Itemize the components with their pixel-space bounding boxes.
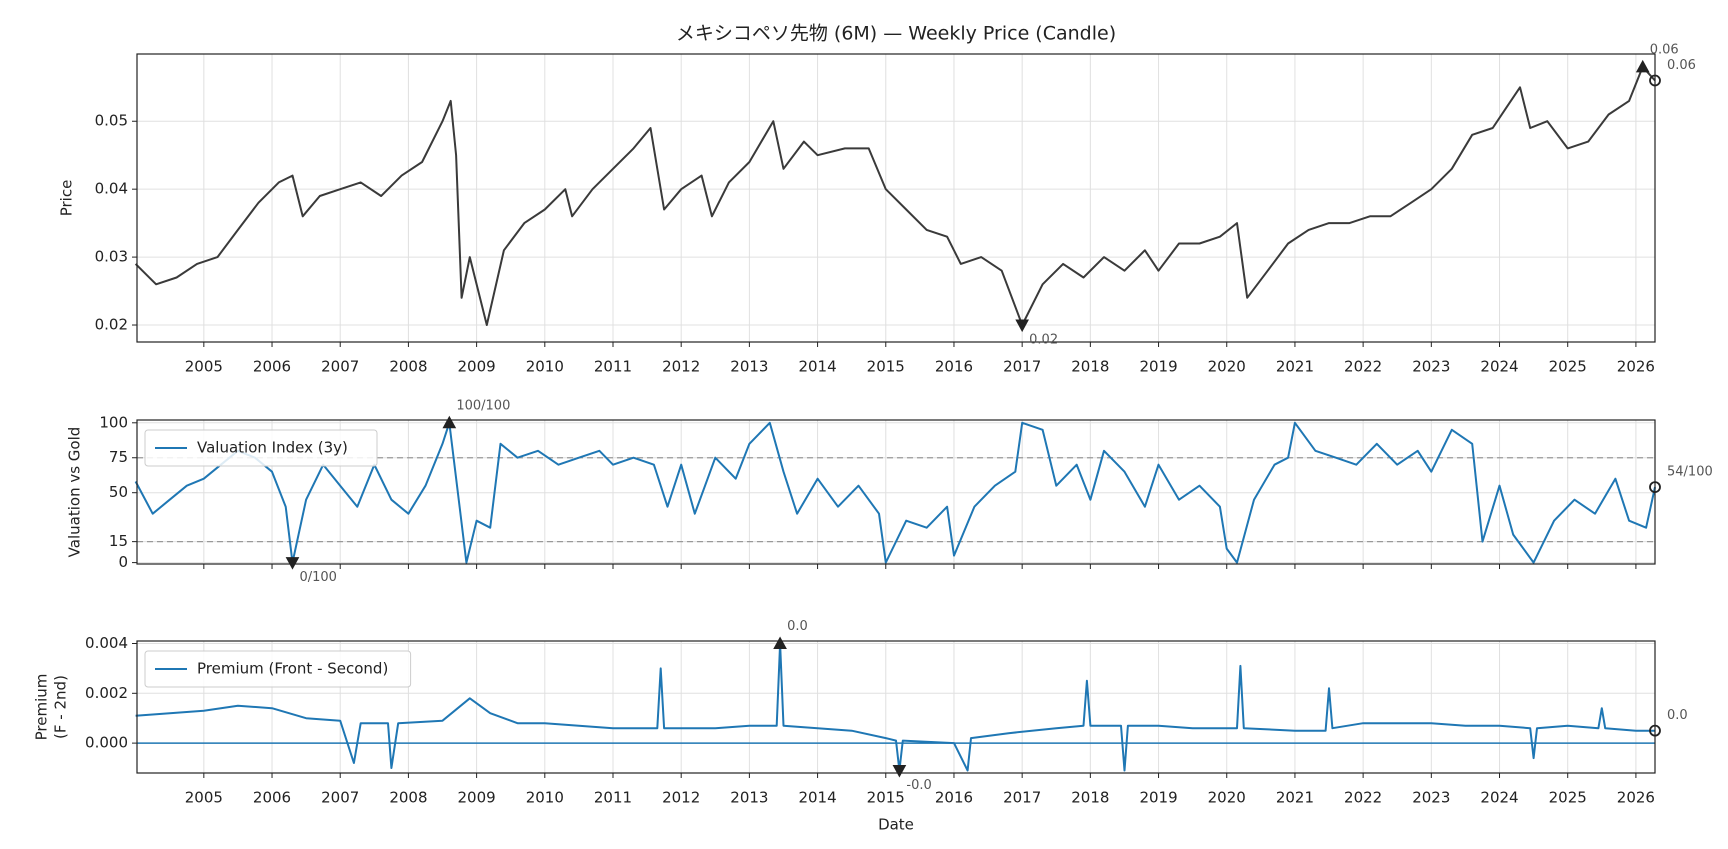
marker: [1649, 74, 1661, 87]
x-tick-label: 2019: [1139, 358, 1177, 376]
series-line: [135, 642, 1655, 772]
y-tick-label: 15: [109, 532, 128, 550]
x-tick-label: 2015: [867, 789, 905, 807]
x-tick-label: 2013: [730, 789, 768, 807]
x-tick-label: 2005: [185, 789, 223, 807]
marker: [1015, 319, 1030, 333]
x-tick-label: 2009: [458, 789, 496, 807]
x-tick-label: 2007: [321, 789, 359, 807]
x-tick-label: 2006: [253, 358, 291, 376]
x-tick-label: 2008: [389, 358, 427, 376]
y-tick-label: 0.04: [95, 180, 128, 198]
annotation: 0.06: [1650, 42, 1679, 57]
legend-box: [144, 650, 412, 688]
legend-box: [144, 429, 378, 467]
y-tick-label: 0.05: [95, 112, 128, 130]
y-tick-label: 100: [99, 413, 128, 431]
x-tick-label: 2020: [1208, 358, 1246, 376]
marker: [285, 557, 300, 570]
x-tick-label: 2009: [458, 358, 496, 376]
x-tick-label: 2025: [1549, 789, 1587, 807]
y-tick-label: 0.000: [85, 734, 128, 752]
y-tick-label: 0.02: [95, 316, 128, 334]
x-tick-label: 2010: [526, 358, 564, 376]
x-tick-label: 2024: [1480, 358, 1518, 376]
x-tick-label: 2021: [1276, 789, 1314, 807]
marker: [442, 415, 457, 429]
marker: [1649, 724, 1661, 737]
annotation: 0/100: [299, 570, 336, 585]
annotation: 0.02: [1029, 333, 1058, 348]
x-axis-label: Date: [878, 816, 914, 834]
annotation: -0.0: [906, 778, 931, 793]
x-tick-label: 2015: [867, 358, 905, 376]
marker: [892, 765, 907, 778]
x-tick-label: 2011: [594, 789, 632, 807]
x-tick-label: 2024: [1480, 789, 1518, 807]
x-tick-label: 2020: [1208, 789, 1246, 807]
x-tick-label: 2012: [662, 789, 700, 807]
x-tick-label: 2023: [1412, 358, 1450, 376]
annotation: 0.0: [787, 619, 808, 634]
x-tick-label: 2017: [1003, 789, 1041, 807]
y-tick-label: 0: [118, 553, 128, 571]
x-tick-label: 2021: [1276, 358, 1314, 376]
x-tick-label: 2011: [594, 358, 632, 376]
y-tick-label: 0.004: [85, 634, 128, 652]
x-tick-label: 2019: [1139, 789, 1177, 807]
x-tick-label: 2023: [1412, 789, 1450, 807]
x-tick-label: 2014: [798, 358, 836, 376]
x-tick-label: 2016: [935, 789, 973, 807]
plot-frame: [136, 640, 1656, 774]
x-tick-label: 2022: [1344, 789, 1382, 807]
x-tick-label: 2012: [662, 358, 700, 376]
chart-title: メキシコペソ先物 (6M) — Weekly Price (Candle): [676, 23, 1116, 45]
x-tick-label: 2017: [1003, 358, 1041, 376]
x-tick-label: 2014: [798, 789, 836, 807]
y-tick-label: 0.002: [85, 684, 128, 702]
marker: [1635, 59, 1650, 73]
annotation: 0.06: [1667, 58, 1696, 73]
x-tick-label: 2022: [1344, 358, 1382, 376]
x-tick-label: 2018: [1071, 358, 1109, 376]
x-tick-label: 2008: [389, 789, 427, 807]
x-tick-label: 2007: [321, 358, 359, 376]
y-axis-label: Price: [58, 180, 76, 217]
x-tick-label: 2026: [1617, 789, 1655, 807]
series-line: [134, 65, 1656, 326]
annotation: 54/100: [1667, 465, 1713, 480]
x-tick-label: 2005: [185, 358, 223, 376]
y-tick-label: 75: [109, 448, 128, 466]
plot-frame: [136, 53, 1656, 343]
series-line: [134, 421, 1656, 564]
x-tick-label: 2026: [1617, 358, 1655, 376]
y-tick-label: 50: [109, 483, 128, 501]
marker: [1649, 481, 1661, 494]
y-tick-label: 0.03: [95, 248, 128, 266]
legend-label: Premium (Front - Second): [197, 660, 388, 678]
legend-label: Valuation Index (3y): [197, 439, 348, 457]
y-axis-label: Premium: [33, 674, 51, 741]
annotation: 0.0: [1667, 708, 1688, 723]
x-tick-label: 2006: [253, 789, 291, 807]
y-axis-label: Valuation vs Gold: [66, 427, 84, 558]
x-tick-label: 2025: [1549, 358, 1587, 376]
marker: [773, 636, 787, 649]
y-axis-label: (F - 2nd): [52, 675, 70, 739]
annotation: 100/100: [456, 398, 510, 413]
x-tick-label: 2016: [935, 358, 973, 376]
x-tick-label: 2010: [526, 789, 564, 807]
x-tick-label: 2013: [730, 358, 768, 376]
x-tick-label: 2018: [1071, 789, 1109, 807]
